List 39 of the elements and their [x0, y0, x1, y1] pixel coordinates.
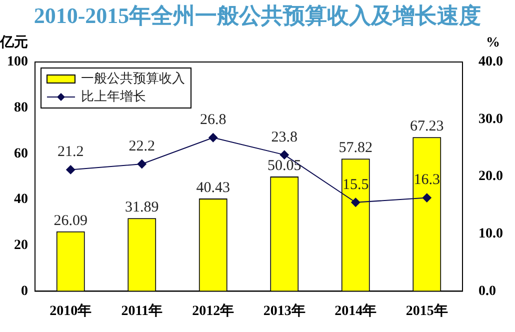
point [351, 198, 360, 207]
data-label: 50.05 [268, 158, 302, 174]
point [208, 133, 218, 142]
point [422, 193, 432, 202]
y2-axis-title: % [486, 36, 500, 51]
x-tick-label: 2012年 [192, 303, 234, 320]
x-tick-label: 2013年 [263, 303, 306, 320]
data-label: 22.2 [128, 138, 155, 154]
y-tick-label: 0 [21, 284, 28, 299]
y-tick-label: 80 [14, 100, 28, 116]
x-tick-label: 2011年 [121, 303, 162, 320]
data-label: 67.23 [410, 118, 444, 135]
data-label: 21.2 [58, 144, 84, 160]
data-label: 23.8 [271, 129, 298, 146]
x-tick-label: 2014年 [334, 303, 377, 320]
data-label: 26.8 [200, 112, 226, 128]
point [137, 159, 146, 168]
chart-title: 2010-2015年全州一般公共预算收入及增长速度 [32, 2, 482, 30]
y2-tick-label: 0.0 [478, 284, 496, 299]
data-label: 40.43 [196, 180, 230, 196]
y-tick-label: 20 [14, 238, 28, 253]
legend-label: 一般公共预算收入 [81, 71, 185, 86]
y-tick-label: 40 [14, 192, 28, 208]
y2-tick-label: 30.0 [478, 112, 503, 127]
point [280, 150, 289, 160]
data-label: 31.89 [125, 200, 159, 216]
data-label: 26.09 [54, 212, 88, 229]
y2-tick-label: 20.0 [478, 169, 503, 184]
point [66, 165, 76, 174]
y2-tick-label: 40.0 [478, 54, 503, 70]
y-tick-label: 60 [14, 146, 28, 162]
data-label: 15.5 [342, 176, 369, 193]
x-tick-label: 2010年 [50, 303, 92, 320]
data-label: 16.3 [414, 172, 440, 188]
data-label: 57.82 [338, 140, 372, 156]
y2-tick-label: 10.0 [478, 226, 503, 242]
x-tick-label: 2015年 [406, 303, 448, 320]
legend-label: 比上年增长 [81, 89, 146, 104]
y-tick-label: 100 [7, 54, 28, 70]
